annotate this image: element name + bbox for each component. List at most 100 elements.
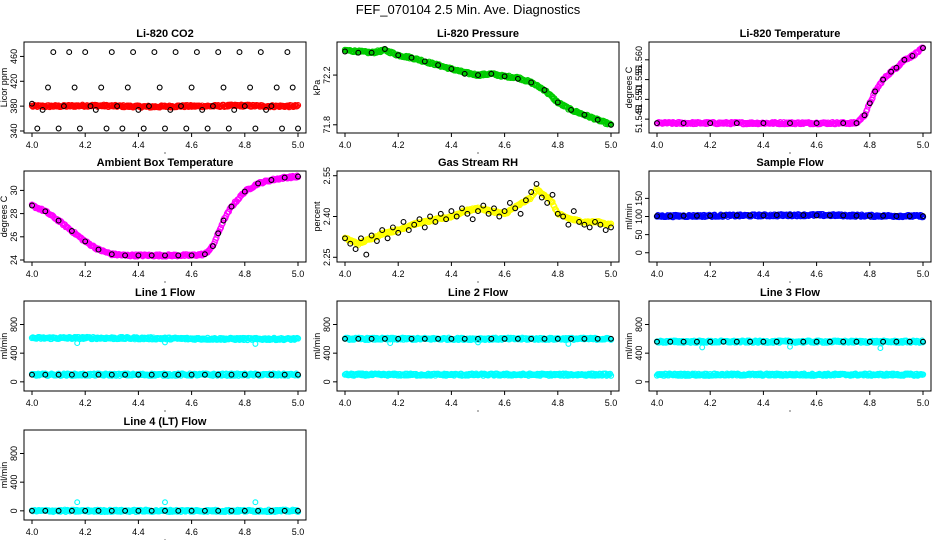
x-tick-label: 4.0	[339, 398, 352, 408]
x-tick-label: 4.6	[185, 398, 198, 408]
data-point	[437, 210, 444, 217]
data-point	[554, 99, 561, 106]
data-point	[219, 220, 226, 227]
data-point	[693, 338, 700, 345]
y-tick-label: 340	[9, 123, 19, 138]
y-tick-label: 400	[9, 475, 19, 490]
data-point	[565, 221, 572, 228]
data-point	[448, 335, 455, 342]
data-point	[34, 125, 41, 132]
data-point	[581, 335, 588, 342]
x-tick-label: 4.6	[498, 269, 511, 279]
data-point	[459, 205, 465, 212]
data-point	[162, 252, 168, 259]
x-tick-label: 4.8	[552, 398, 565, 408]
y-tick-label: 2.40	[322, 208, 332, 226]
data-point	[201, 371, 208, 378]
data-point	[74, 340, 81, 347]
data-point	[541, 87, 548, 93]
data-point	[448, 208, 455, 215]
data-point	[162, 499, 168, 506]
data-point	[279, 125, 285, 132]
data-point	[95, 371, 102, 378]
data-point	[597, 221, 604, 228]
data-point	[461, 70, 468, 77]
y-tick-label: 30	[9, 185, 19, 195]
x-tick-label: 4.4	[132, 269, 145, 279]
data-point	[568, 106, 575, 113]
series-outliers	[74, 339, 259, 347]
x-tick-label: 5.0	[605, 140, 618, 150]
data-point	[68, 507, 75, 514]
data-point	[268, 103, 275, 110]
data-point	[273, 84, 280, 91]
data-point	[421, 58, 428, 65]
data-point	[55, 507, 62, 514]
data-point	[193, 49, 200, 56]
data-point	[135, 371, 142, 378]
data-point	[528, 79, 535, 86]
data-point	[358, 235, 364, 242]
x-tick-label: 4.8	[864, 398, 877, 408]
data-point	[496, 213, 503, 220]
x-axis-marker	[789, 281, 791, 283]
data-point	[289, 84, 296, 91]
y-tick-label: 28	[9, 209, 19, 219]
chart-panel-5: Gas Stream RH percent 4.0 4.2 4.4 4.6 4.8 5.0 2.…	[312, 157, 620, 283]
x-tick-label: 4.8	[239, 527, 252, 537]
data-point	[427, 213, 434, 220]
series-raw	[653, 44, 927, 128]
x-tick-label: 4.6	[810, 398, 823, 408]
data-point	[389, 224, 396, 231]
data-point	[475, 72, 481, 79]
data-point	[592, 218, 598, 225]
x-tick-label: 4.0	[339, 140, 352, 150]
x-axis-marker	[789, 152, 791, 154]
y-tick-label: 72.2	[322, 66, 332, 84]
y-tick-label: 800	[322, 317, 332, 332]
data-point	[528, 189, 535, 195]
data-point	[103, 125, 110, 132]
data-point	[813, 212, 820, 219]
data-point	[268, 371, 275, 378]
data-point	[68, 228, 75, 234]
chart-title: Line 4 (LT) Flow	[124, 416, 207, 428]
data-point	[368, 335, 375, 342]
data-point	[236, 49, 243, 56]
data-point	[92, 106, 99, 113]
series-2-5-min-avg	[654, 338, 926, 345]
data-point	[252, 125, 259, 132]
data-point	[514, 75, 521, 82]
x-tick-label: 4.4	[445, 140, 458, 150]
data-point	[108, 251, 115, 258]
data-point	[55, 217, 62, 224]
data-point	[29, 507, 35, 514]
data-point	[45, 84, 51, 91]
data-point	[491, 205, 497, 212]
series-flow-a	[28, 333, 302, 344]
series-2-5-min-avg	[654, 45, 926, 127]
data-point	[866, 212, 873, 219]
x-tick-label: 4.4	[757, 269, 770, 279]
data-point	[733, 212, 740, 219]
data-point	[119, 125, 126, 132]
data-point	[789, 212, 796, 220]
data-point	[39, 106, 46, 113]
y-tick-label: 2.25	[322, 249, 332, 267]
data-point	[514, 335, 521, 342]
data-point	[140, 125, 147, 132]
data-point	[501, 335, 508, 342]
data-point	[162, 507, 168, 514]
x-tick-label: 4.6	[810, 269, 823, 279]
data-point	[294, 102, 302, 109]
x-tick-label: 4.8	[239, 269, 252, 279]
data-point	[252, 499, 259, 506]
data-point	[560, 213, 567, 220]
x-tick-label: 5.0	[605, 398, 618, 408]
x-tick-label: 4.2	[704, 140, 717, 150]
data-point	[654, 338, 660, 345]
data-point	[122, 371, 129, 378]
data-point	[241, 507, 248, 514]
y-axis-label: ml/min	[624, 203, 634, 230]
plot-frame	[648, 300, 932, 392]
